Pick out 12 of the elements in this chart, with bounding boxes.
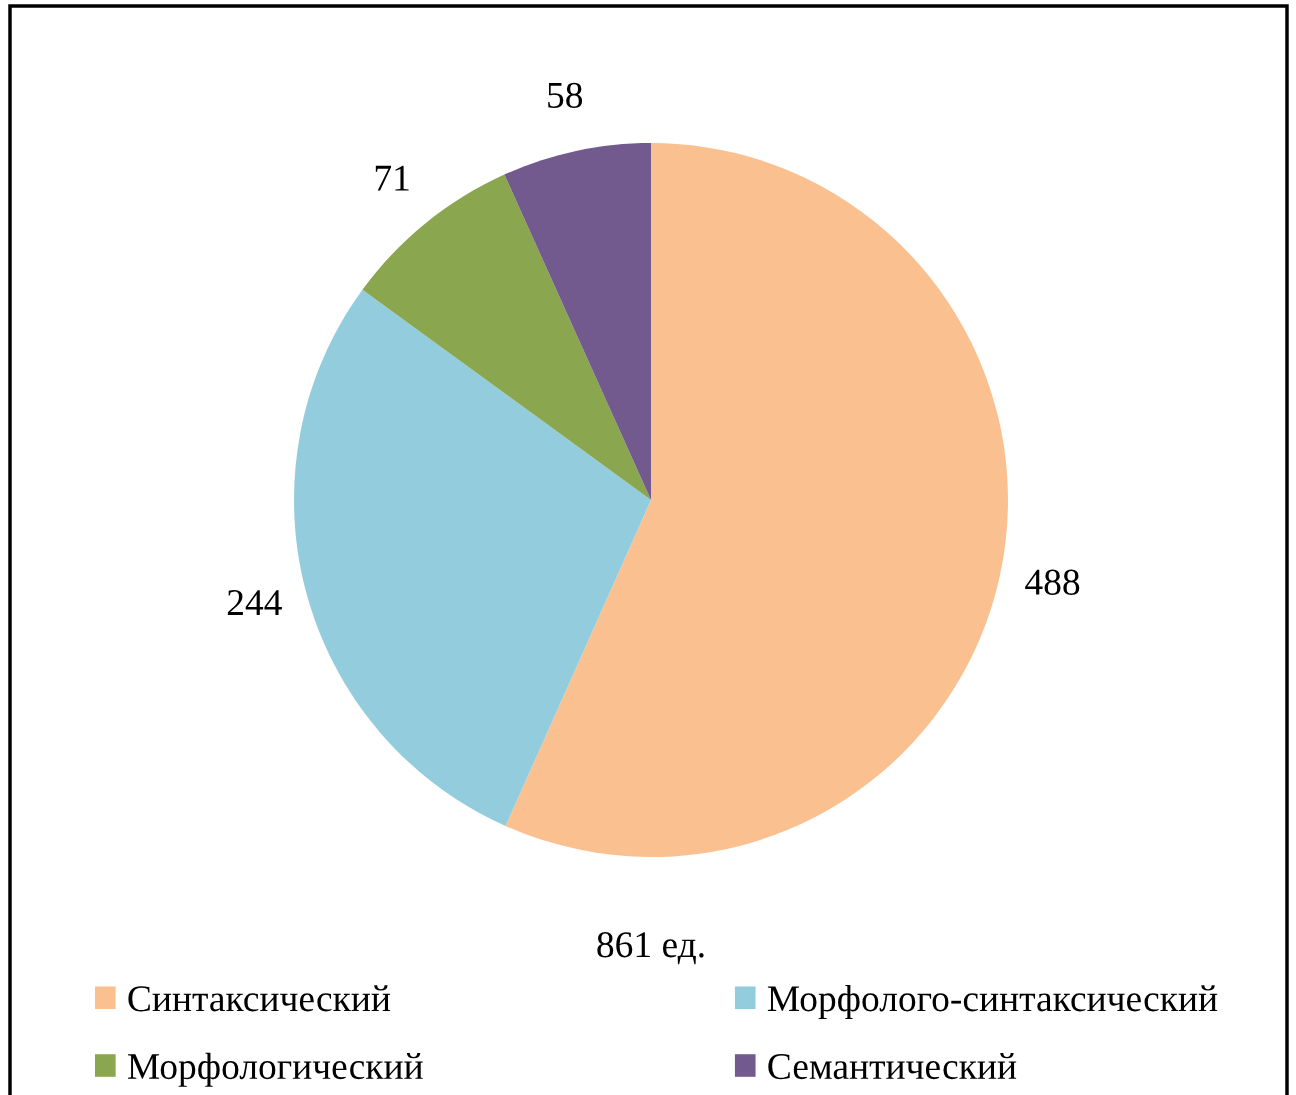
data-label: 244: [227, 590, 282, 615]
data-label: 71: [375, 165, 409, 191]
pie-slice: [504, 143, 651, 500]
text: 861 ед.: [597, 932, 704, 965]
legend-label: Семантический: [768, 1053, 1017, 1080]
pie-slice: [294, 289, 651, 827]
legend-label: Морфологический: [127, 1052, 423, 1087]
data-label: 488: [1025, 569, 1080, 595]
data-label: 58: [548, 82, 583, 108]
pie-slice: [505, 143, 1008, 857]
legend-label: Синтаксический: [128, 985, 391, 1012]
legend-label: Морфолого-синтаксический: [767, 985, 1218, 1020]
